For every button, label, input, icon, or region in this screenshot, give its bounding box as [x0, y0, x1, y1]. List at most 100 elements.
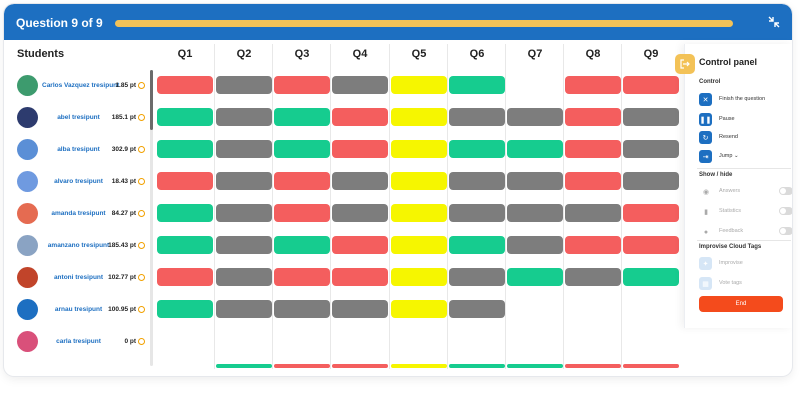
student-row[interactable]: Carlos Vazquez tresipunt 1.85 pt [12, 73, 146, 99]
scrollbar-thumb[interactable] [150, 70, 153, 130]
answer-cell-red[interactable] [623, 76, 679, 94]
answer-cell-gray[interactable] [274, 300, 330, 318]
collapse-icon[interactable] [764, 12, 784, 32]
answer-cell-green[interactable] [157, 236, 213, 254]
answer-cell-gray[interactable] [216, 76, 272, 94]
answer-cell-yellow[interactable] [391, 236, 447, 254]
jump-button[interactable]: ⇥ Jump ⌄ [699, 150, 789, 164]
answer-cell-green[interactable] [274, 108, 330, 126]
answer-cell-green[interactable] [449, 140, 505, 158]
answer-cell-red[interactable] [157, 172, 213, 190]
answer-cell-green[interactable] [507, 268, 563, 286]
answer-cell-red[interactable] [565, 236, 621, 254]
answer-cell-green[interactable] [623, 268, 679, 286]
student-row[interactable]: abel tresipunt 185.1 pt [12, 105, 146, 131]
answer-cell-red[interactable] [623, 364, 679, 368]
answer-cell-red[interactable] [332, 268, 388, 286]
answer-cell-red[interactable] [623, 236, 679, 254]
answer-cell-yellow[interactable] [391, 76, 447, 94]
pause-button[interactable]: ❚❚ Pause [699, 113, 789, 127]
answer-cell-gray[interactable] [449, 172, 505, 190]
answer-cell-gray[interactable] [449, 300, 505, 318]
answer-cell-gray[interactable] [507, 108, 563, 126]
answer-cell-green[interactable] [157, 140, 213, 158]
answer-cell-gray[interactable] [216, 140, 272, 158]
improvise-button[interactable]: ✦ Improvise [699, 257, 789, 271]
answer-cell-green[interactable] [449, 76, 505, 94]
answer-cell-red[interactable] [157, 76, 213, 94]
answer-cell-gray[interactable] [216, 268, 272, 286]
answer-cell-green[interactable] [449, 364, 505, 368]
answer-cell-red[interactable] [332, 108, 388, 126]
answer-cell-green[interactable] [507, 140, 563, 158]
answers-toggle[interactable] [779, 187, 792, 195]
answer-cell-gray[interactable] [332, 76, 388, 94]
answer-cell-green[interactable] [274, 140, 330, 158]
answer-cell-gray[interactable] [507, 172, 563, 190]
student-row[interactable]: alvaro tresipunt 18.43 pt [12, 169, 146, 195]
answer-cell-gray[interactable] [449, 268, 505, 286]
answer-cell-red[interactable] [565, 364, 621, 368]
logout-icon[interactable] [675, 54, 695, 74]
game-window: Question 9 of 9 Students Q1 Q2 Q3 Q4 Q5 Q6 Q7 Q… [4, 4, 792, 376]
answer-cell-green[interactable] [157, 204, 213, 222]
answer-cell-red[interactable] [274, 76, 330, 94]
answer-cell-gray[interactable] [449, 108, 505, 126]
answer-cell-red[interactable] [565, 172, 621, 190]
answer-cell-gray[interactable] [507, 236, 563, 254]
answer-cell-red[interactable] [332, 364, 388, 368]
student-row[interactable]: antoni tresipunt 102.77 pt [12, 265, 146, 291]
answer-cell-green[interactable] [274, 236, 330, 254]
student-row[interactable]: alba tresipunt 302.9 pt [12, 137, 146, 163]
answer-cell-red[interactable] [274, 204, 330, 222]
answer-cell-gray[interactable] [623, 108, 679, 126]
answer-cell-gray[interactable] [623, 172, 679, 190]
resend-button[interactable]: ↻ Resend [699, 131, 789, 145]
answer-cell-red[interactable] [274, 364, 330, 368]
answer-cell-red[interactable] [565, 140, 621, 158]
answer-cell-red[interactable] [565, 108, 621, 126]
answer-cell-gray[interactable] [332, 300, 388, 318]
answer-cell-red[interactable] [565, 76, 621, 94]
scrollbar-track[interactable] [150, 70, 153, 366]
statistics-toggle[interactable] [779, 207, 792, 215]
answer-cell-yellow[interactable] [391, 172, 447, 190]
answer-cell-gray[interactable] [332, 204, 388, 222]
student-row[interactable]: amanzano tresipunt 185.43 pt [12, 233, 146, 259]
answer-cell-gray[interactable] [449, 204, 505, 222]
answer-cell-red[interactable] [332, 236, 388, 254]
student-row[interactable]: arnau tresipunt 100.95 pt [12, 297, 146, 323]
answer-cell-green[interactable] [157, 300, 213, 318]
answer-cell-red[interactable] [157, 268, 213, 286]
answer-cell-gray[interactable] [216, 172, 272, 190]
answer-cell-gray[interactable] [565, 204, 621, 222]
answer-cell-red[interactable] [623, 204, 679, 222]
vote-tags-button[interactable]: ▦ Vote tags [699, 277, 789, 291]
answer-cell-gray[interactable] [216, 204, 272, 222]
feedback-toggle[interactable] [779, 227, 792, 235]
answer-cell-red[interactable] [274, 172, 330, 190]
answer-cell-red[interactable] [274, 268, 330, 286]
answer-cell-green[interactable] [507, 364, 563, 368]
answer-cell-yellow[interactable] [391, 300, 447, 318]
student-row[interactable]: carla tresipunt 0 pt [12, 329, 146, 355]
answer-cell-gray[interactable] [216, 300, 272, 318]
end-button[interactable]: End [699, 296, 783, 312]
answer-cell-gray[interactable] [623, 140, 679, 158]
answer-cell-yellow[interactable] [391, 204, 447, 222]
answer-cell-gray[interactable] [507, 204, 563, 222]
finish-question-button[interactable]: ✕ Finish the question [699, 93, 789, 107]
answer-cell-green[interactable] [449, 236, 505, 254]
student-row[interactable]: amanda tresipunt 84.27 pt [12, 201, 146, 227]
answer-cell-red[interactable] [332, 140, 388, 158]
answer-cell-gray[interactable] [332, 172, 388, 190]
answer-cell-yellow[interactable] [391, 364, 447, 368]
answer-cell-gray[interactable] [216, 108, 272, 126]
answer-cell-yellow[interactable] [391, 108, 447, 126]
answer-cell-yellow[interactable] [391, 268, 447, 286]
answer-cell-gray[interactable] [216, 236, 272, 254]
answer-cell-gray[interactable] [565, 268, 621, 286]
answer-cell-yellow[interactable] [391, 140, 447, 158]
answer-cell-green[interactable] [157, 108, 213, 126]
answer-cell-green[interactable] [216, 364, 272, 368]
